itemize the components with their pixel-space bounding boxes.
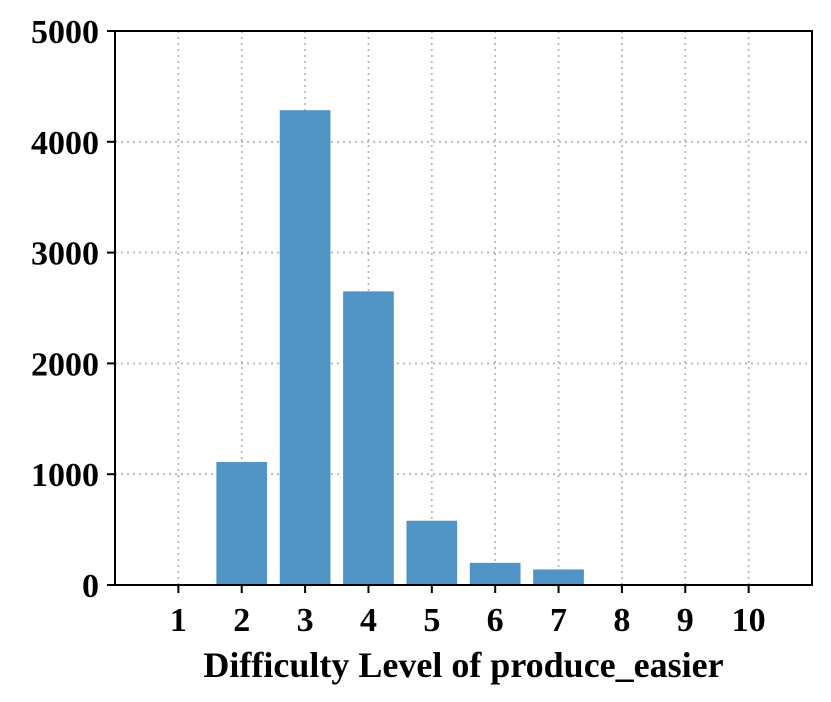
x-tick-label: 5 [423, 602, 440, 639]
x-tick-label: 3 [297, 602, 314, 639]
y-tick-label: 2000 [31, 346, 99, 383]
x-tick-label: 8 [613, 602, 630, 639]
bar-3 [279, 110, 331, 586]
bar-4 [343, 291, 394, 585]
x-tick-label: 2 [233, 602, 250, 639]
plot-frame [114, 30, 813, 586]
y-tick-label: 4000 [31, 125, 99, 162]
bar-2 [216, 462, 268, 585]
bar-5 [406, 520, 458, 585]
y-tick-label: 5000 [31, 14, 99, 51]
x-tick-label: 7 [550, 602, 567, 639]
x-tick-label: 9 [677, 602, 694, 639]
y-tick-label: 3000 [31, 236, 99, 273]
x-tick-label: 1 [170, 602, 187, 639]
x-tick-label: 4 [360, 602, 377, 639]
y-tick-label: 1000 [31, 457, 99, 494]
x-tick-label: 10 [732, 602, 766, 639]
axis-ticks: 0 1000 2000 3000 4000 5000 1 2 3 4 5 6 7 8 9 10 [31, 14, 766, 639]
bar-7 [533, 569, 584, 585]
x-axis-title: Difficulty Level of produce_easier [203, 645, 723, 685]
y-tick-label: 0 [82, 568, 99, 605]
bar-6 [469, 562, 521, 585]
x-tick-label: 6 [487, 602, 504, 639]
bars [216, 110, 584, 586]
